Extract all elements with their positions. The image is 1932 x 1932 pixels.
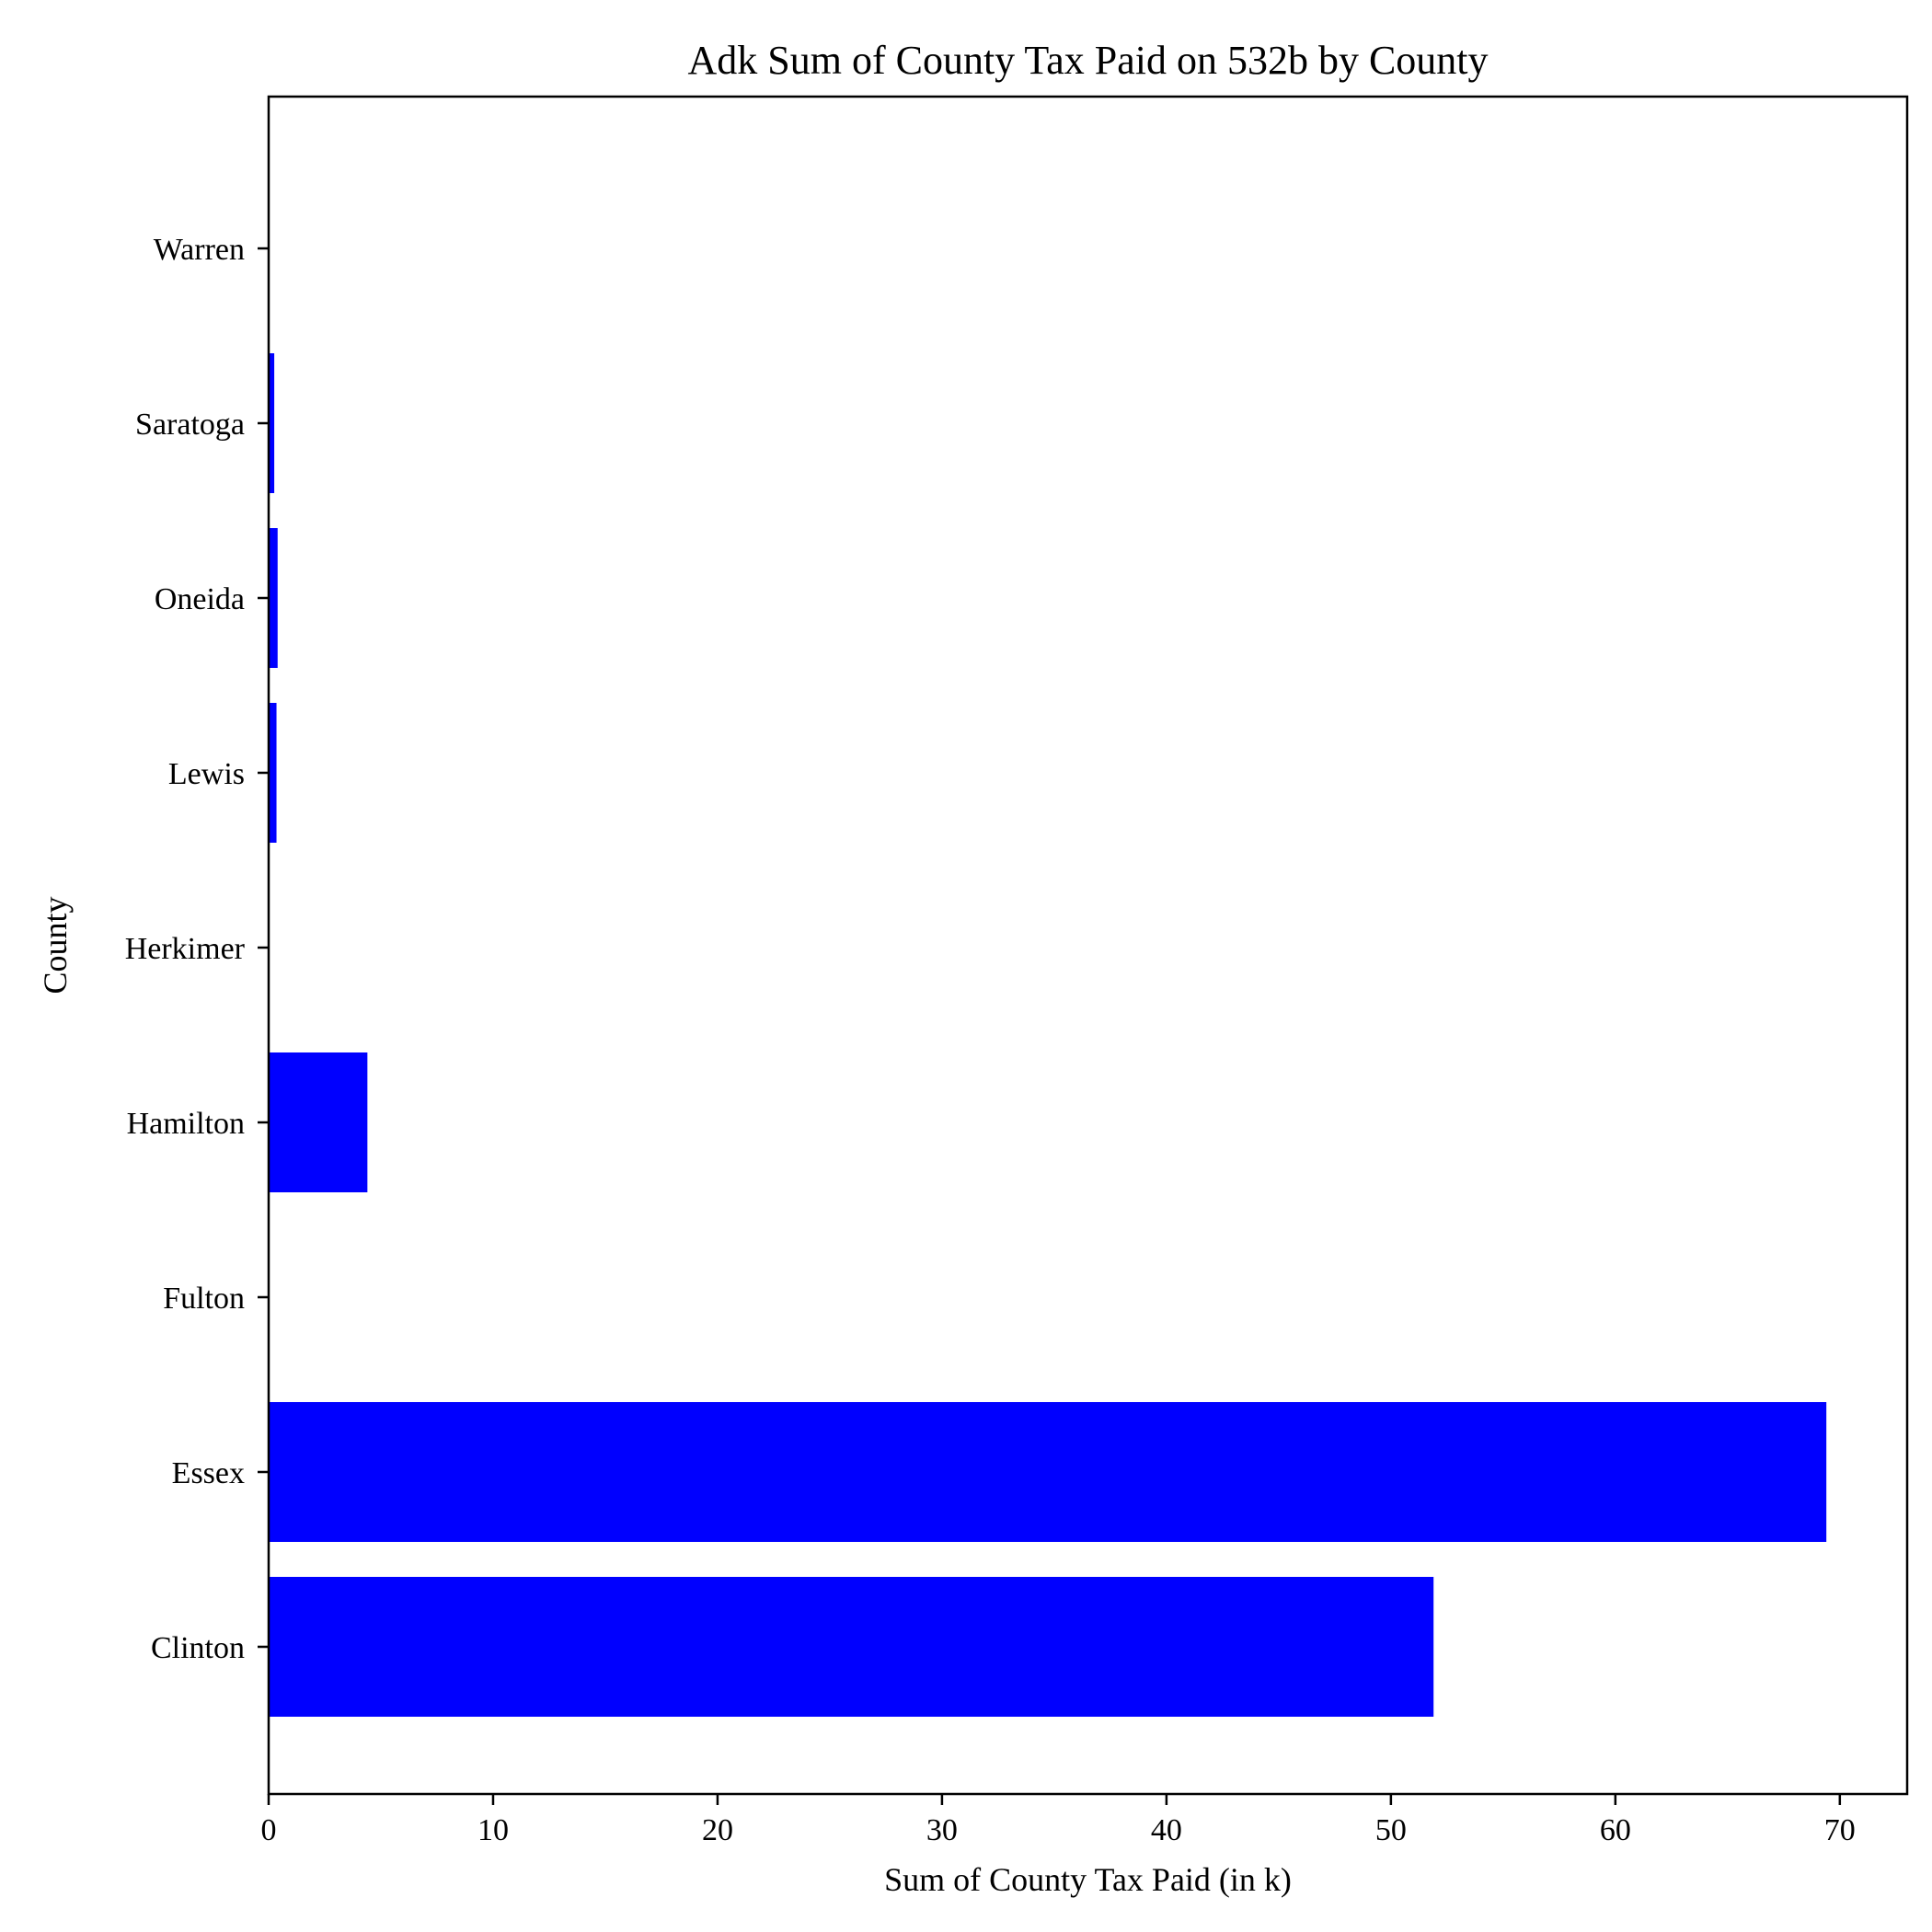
x-axis-label: Sum of County Tax Paid (in k) — [884, 1861, 1292, 1898]
bar-saratoga — [269, 353, 275, 493]
y-tick-label-clinton: Clinton — [151, 1631, 245, 1665]
y-tick-label-fulton: Fulton — [163, 1282, 245, 1316]
y-tick-label-hamilton: Hamilton — [127, 1107, 245, 1141]
x-tick-label: 10 — [477, 1813, 509, 1847]
y-tick-label-lewis: Lewis — [168, 757, 245, 791]
y-tick-label-essex: Essex — [172, 1456, 245, 1490]
y-tick-label-oneida: Oneida — [155, 582, 245, 616]
bar-essex — [269, 1402, 1827, 1542]
bar-lewis — [269, 703, 277, 843]
y-tick-label-herkimer: Herkimer — [125, 932, 246, 966]
bar-oneida — [269, 528, 278, 668]
x-tick-label: 60 — [1600, 1813, 1631, 1847]
bars-group — [269, 353, 1827, 1717]
y-tick-label-warren: Warren — [154, 233, 245, 267]
y-axis-label: County — [37, 896, 74, 994]
x-tick-label: 50 — [1375, 1813, 1407, 1847]
x-tick-label: 30 — [926, 1813, 958, 1847]
plot-frame — [267, 95, 1909, 1796]
y-axis-ticks: Clinton Essex Fulton Hamilton Herkimer Lewis O… — [125, 233, 269, 1665]
bar-clinton — [269, 1577, 1434, 1717]
x-tick-label: 20 — [702, 1813, 733, 1847]
x-tick-label: 40 — [1151, 1813, 1182, 1847]
chart-title: Adk Sum of County Tax Paid on 532b by Co… — [687, 38, 1488, 83]
x-tick-label: 70 — [1824, 1813, 1856, 1847]
y-tick-label-saratoga: Saratoga — [135, 408, 245, 442]
bar-hamilton — [269, 1052, 368, 1192]
x-tick-label: 0 — [261, 1813, 277, 1847]
x-axis-ticks: 0 10 20 30 40 50 60 70 — [261, 1794, 1856, 1847]
